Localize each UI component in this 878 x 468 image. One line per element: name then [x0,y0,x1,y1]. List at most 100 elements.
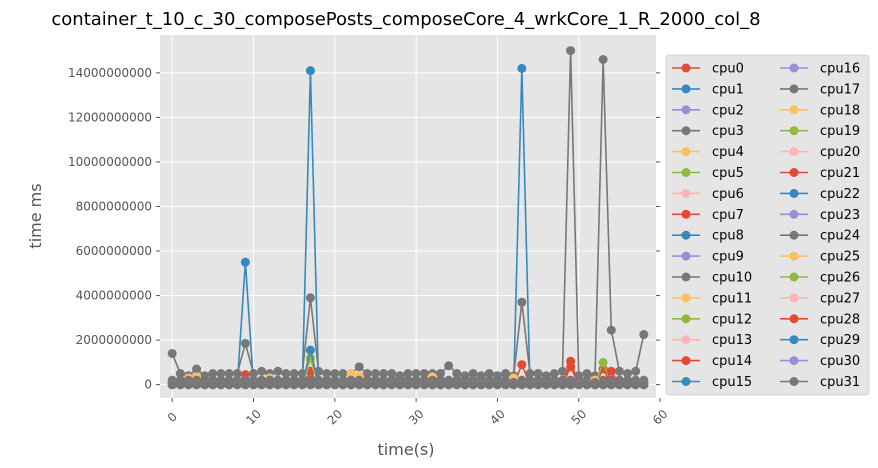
data-point [370,380,380,390]
data-point [322,380,332,390]
legend-item-cpu28: cpu28 [780,312,860,327]
legend-label: cpu15 [712,375,752,390]
legend-item-cpu11: cpu11 [672,291,752,306]
series-cpu31 [167,380,649,390]
legend-label: cpu28 [820,312,860,327]
legend-item-cpu4: cpu4 [672,145,744,160]
data-point [444,361,454,371]
legend-label: cpu2 [712,103,744,118]
data-point [379,369,389,378]
data-point [370,369,380,378]
data-point [167,380,177,390]
legend-label: cpu18 [820,103,860,118]
legend-marker [789,188,799,198]
data-point [257,366,267,376]
y-tick-label: 10000000000 [68,155,152,169]
data-point [289,380,299,390]
data-point [192,380,202,390]
data-point [614,380,624,390]
legend-item-cpu15: cpu15 [672,375,752,390]
legend-marker [789,314,799,324]
data-point [249,380,259,390]
data-point [598,380,608,390]
legend-marker [681,188,691,198]
legend-marker [789,147,799,157]
data-point [354,362,364,372]
data-point [566,46,576,56]
data-point [606,325,616,335]
legend-marker [681,335,691,345]
legend-frame [665,54,870,396]
y-tick-label: 8000000000 [76,199,152,213]
legend-marker [789,335,799,345]
data-point [395,380,405,390]
data-point [549,380,559,390]
y-tick-label: 4000000000 [76,289,152,303]
data-point [566,380,576,390]
data-point [208,380,218,390]
legend-item-cpu5: cpu5 [672,166,744,181]
legend-marker [681,209,691,219]
data-point [598,357,608,367]
chart-title: container_t_10_c_30_composePosts_compose… [51,9,760,30]
data-point [590,380,600,390]
data-point [216,369,226,378]
data-point [582,380,592,390]
legend-marker [789,272,799,282]
data-point [452,380,462,390]
data-point [289,369,299,378]
data-point [362,369,372,378]
data-point [614,366,624,376]
legend-label: cpu16 [820,62,860,77]
data-point [484,380,494,390]
data-point [419,380,429,390]
legend-item-cpu24: cpu24 [780,229,860,244]
data-point [557,380,567,390]
legend-item-cpu20: cpu20 [780,145,860,160]
y-tick-label: 0 [144,378,152,392]
legend-label: cpu19 [820,124,860,139]
data-point [623,380,633,390]
x-axis-label: time(s) [378,440,435,459]
legend-label: cpu9 [712,250,744,265]
data-point [175,380,185,390]
legend-marker [789,105,799,115]
data-point [273,366,283,376]
legend-marker [789,356,799,366]
plot-background [160,35,656,398]
legend-item-cpu31: cpu31 [780,375,860,390]
legend-label: cpu7 [712,208,744,223]
data-point [460,380,470,390]
legend: cpu0 cpu1 cpu2 cpu3 cpu4 cpu5 cpu6 cpu7 cpu8 cpu9… [665,54,870,396]
legend-marker [681,272,691,282]
data-point [639,380,649,390]
data-point [281,380,291,390]
legend-item-cpu22: cpu22 [780,187,860,202]
legend-item-cpu1: cpu1 [672,82,744,97]
y-tick-label: 14000000000 [68,66,152,80]
legend-label: cpu3 [712,124,744,139]
data-point [265,380,275,390]
data-point [492,380,502,390]
legend-label: cpu23 [820,208,860,223]
legend-marker [681,377,691,386]
legend-marker [789,293,799,303]
data-point [444,380,454,390]
data-point [240,380,250,390]
data-point [533,369,543,378]
data-point [330,380,340,390]
legend-marker [789,63,799,73]
legend-label: cpu30 [820,354,860,369]
legend-label: cpu29 [820,333,860,348]
legend-label: cpu25 [820,250,860,265]
data-point [216,380,226,390]
legend-label: cpu26 [820,271,860,286]
data-point [200,380,210,390]
data-point [379,380,389,390]
legend-marker [789,209,799,219]
data-point [452,369,462,378]
legend-marker [681,251,691,261]
legend-label: cpu12 [712,312,752,327]
legend-item-cpu7: cpu7 [672,208,744,223]
series-cpu3 [167,46,649,381]
